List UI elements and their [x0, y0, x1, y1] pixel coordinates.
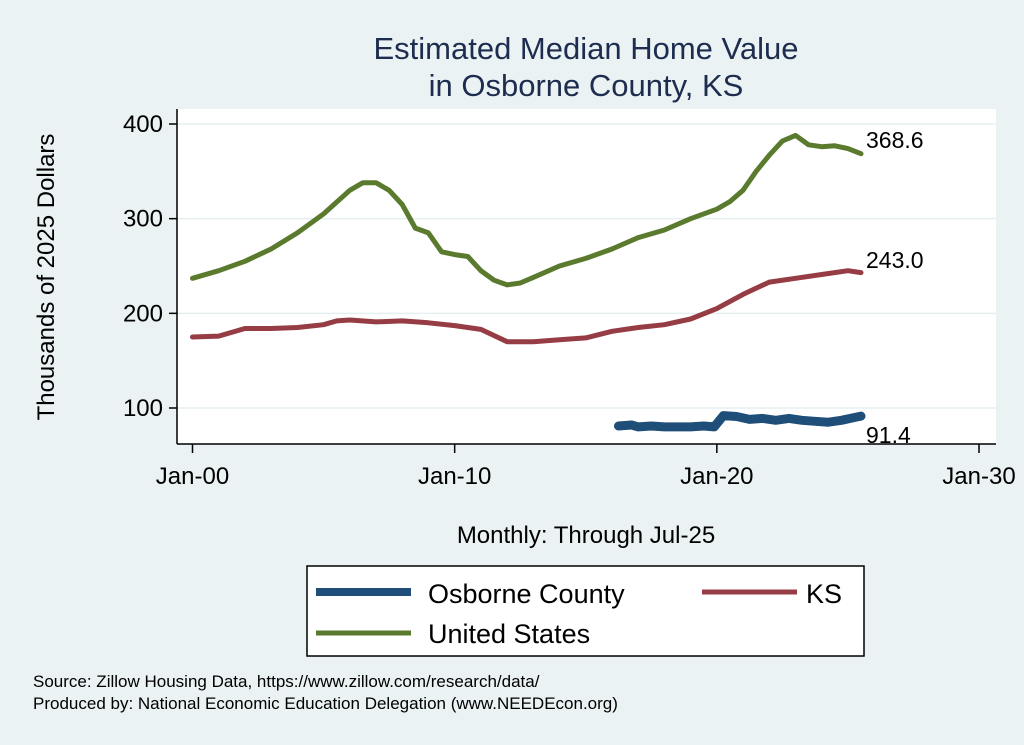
y-tick-label-3: 400	[123, 111, 163, 138]
y-tick-label-0: 100	[123, 395, 163, 422]
x-tick-label-2: Jan-20	[680, 463, 753, 490]
x-tick-label-3: Jan-30	[942, 463, 1015, 490]
source-note: Source: Zillow Housing Data, https://www…	[33, 672, 540, 691]
chart-title-line-2: in Osborne County, KS	[429, 68, 744, 103]
axes: 100 200 300 400 Jan-00 Jan-10 Jan-20 Jan-30	[123, 109, 1016, 490]
x-tick-label-0: Jan-00	[156, 463, 229, 490]
x-tick-label-1: Jan-10	[418, 463, 491, 490]
legend-label-osborne: Osborne County	[428, 579, 625, 609]
producer-note: Produced by: National Economic Education…	[33, 694, 618, 713]
series-line-0	[614, 411, 866, 432]
series-line-1	[190, 268, 864, 345]
y-axis-title: Thousands of 2025 Dollars	[33, 134, 60, 421]
x-axis-title: Monthly: Through Jul-25	[457, 522, 715, 549]
end-labels: 91.4 243.0 368.6	[866, 127, 924, 448]
end-label-1: 243.0	[866, 247, 924, 273]
series-line-2	[190, 132, 864, 288]
plot-area	[177, 109, 996, 444]
end-label-0: 91.4	[866, 422, 911, 448]
legend-label-us: United States	[428, 619, 590, 649]
legend-box	[306, 565, 865, 657]
y-tick-label-1: 200	[123, 300, 163, 327]
legend-label-ks: KS	[806, 579, 842, 609]
chart-title-line-1: Estimated Median Home Value	[373, 31, 798, 66]
series-layer	[190, 132, 866, 432]
y-tick-label-2: 300	[123, 206, 163, 233]
end-label-2: 368.6	[866, 127, 924, 153]
legend: Osborne County KS United States	[306, 565, 865, 657]
